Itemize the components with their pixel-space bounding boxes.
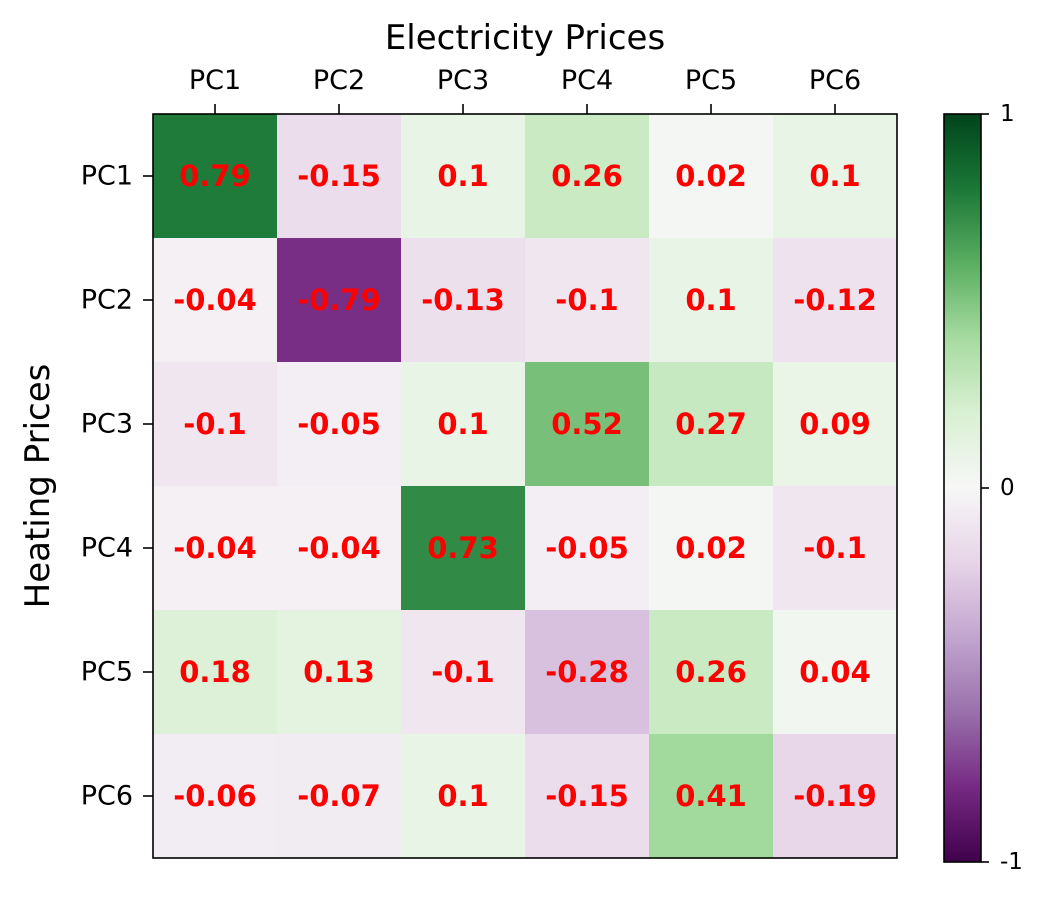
heatmap-cell <box>401 734 526 859</box>
heatmap-cell <box>277 362 402 487</box>
cell-value-label: -0.1 <box>803 531 866 565</box>
cell-value-label: 0.26 <box>551 159 623 193</box>
heatmap-cell <box>401 114 526 239</box>
colorbar-ticks: 1 0 -1 <box>981 101 1023 875</box>
heatmap-cell <box>649 734 774 859</box>
x-axis-ticks: PC1 PC2 PC3 PC4 PC5 PC6 <box>189 65 861 114</box>
y-axis-ticks: PC1 PC2 PC3 PC4 PC5 PC6 <box>81 161 153 812</box>
colorbar-tick-label: 0 <box>1000 475 1015 501</box>
colorbar <box>943 113 982 863</box>
heatmap-cell <box>401 238 526 363</box>
y-tick-label: PC2 <box>81 285 133 316</box>
cell-value-label: -0.12 <box>793 283 877 317</box>
cell-value-label: 0.41 <box>675 779 747 813</box>
heatmap-cell <box>773 734 898 859</box>
y-tick-label: PC4 <box>81 533 133 564</box>
x-axis-title: Electricity Prices <box>385 18 665 58</box>
cell-value-label: -0.1 <box>183 407 246 441</box>
heatmap-cells <box>153 114 898 859</box>
heatmap-cell <box>525 238 650 363</box>
heatmap-cell <box>773 114 898 239</box>
cell-value-label: 0.09 <box>799 407 871 441</box>
heatmap-cell <box>401 610 526 735</box>
y-tick-label: PC3 <box>81 409 133 440</box>
heatmap-cell <box>649 362 774 487</box>
x-tick-label: PC1 <box>189 65 241 96</box>
heatmap-cell <box>153 486 278 611</box>
heatmap-cell <box>401 362 526 487</box>
cell-value-label: 0.26 <box>675 655 747 689</box>
y-tick-label: PC6 <box>81 781 133 812</box>
plot-frame <box>152 113 898 859</box>
heatmap-cell <box>153 362 278 487</box>
cell-value-label: 0.1 <box>809 159 860 193</box>
y-tick-label: PC5 <box>81 657 133 688</box>
heatmap-cell <box>277 114 402 239</box>
heatmap-cell <box>277 486 402 611</box>
cell-value-label: -0.05 <box>297 407 381 441</box>
heatmap-cell <box>773 362 898 487</box>
heatmap-cell <box>277 610 402 735</box>
cell-value-label: 0.04 <box>799 655 871 689</box>
x-tick-label: PC3 <box>437 65 489 96</box>
cell-value-label: 0.1 <box>437 779 488 813</box>
heatmap-cell <box>773 486 898 611</box>
cell-value-label: -0.04 <box>297 531 381 565</box>
x-tick-label: PC4 <box>561 65 613 96</box>
y-axis-title: Heating Prices <box>18 364 58 609</box>
x-tick-label: PC5 <box>685 65 737 96</box>
heatmap-cell <box>525 486 650 611</box>
heatmap-cell <box>153 238 278 363</box>
cell-value-label: 0.1 <box>685 283 736 317</box>
heatmap-cell <box>649 486 774 611</box>
x-tick-label: PC2 <box>313 65 365 96</box>
heatmap-cell <box>153 734 278 859</box>
heatmap-cell <box>401 486 526 611</box>
colorbar-tick-label: -1 <box>1000 849 1023 875</box>
cell-value-label: 0.52 <box>551 407 623 441</box>
cell-value-label: -0.15 <box>297 159 381 193</box>
cell-value-label: 0.02 <box>675 531 747 565</box>
cell-value-label: -0.04 <box>173 283 257 317</box>
cell-value-label: -0.13 <box>421 283 505 317</box>
heatmap-cell <box>153 114 278 239</box>
y-tick-label: PC1 <box>81 161 133 192</box>
heatmap-cell <box>649 238 774 363</box>
cell-value-label: 0.27 <box>675 407 747 441</box>
cell-value-label: 0.79 <box>179 159 251 193</box>
colorbar-tick-label: 1 <box>1000 101 1015 127</box>
cell-value-label: -0.04 <box>173 531 257 565</box>
cell-value-label: 0.1 <box>437 407 488 441</box>
heatmap-cell <box>649 610 774 735</box>
heatmap-cell <box>277 734 402 859</box>
heatmap-cell <box>773 238 898 363</box>
cell-value-label: -0.05 <box>545 531 629 565</box>
cell-value-label: 0.18 <box>179 655 251 689</box>
heatmap-cell <box>773 610 898 735</box>
cell-value-label: 0.02 <box>675 159 747 193</box>
cell-value-label: -0.07 <box>297 779 381 813</box>
cell-value-label: 0.73 <box>427 531 499 565</box>
cell-value-label: 0.1 <box>437 159 488 193</box>
heatmap-cell <box>277 238 402 363</box>
heatmap-cell <box>525 362 650 487</box>
cell-value-label: -0.28 <box>545 655 629 689</box>
heatmap-cell <box>525 114 650 239</box>
cell-value-label: -0.19 <box>793 779 877 813</box>
cell-value-label: 0.13 <box>303 655 375 689</box>
heatmap-cell <box>525 734 650 859</box>
cell-value-label: -0.1 <box>555 283 618 317</box>
cell-value-label: -0.79 <box>297 283 381 317</box>
x-tick-label: PC6 <box>809 65 861 96</box>
heatmap-value-labels: 0.79 -0.15 0.1 0.26 0.02 0.1 -0.04 -0.79 -0.13 -0… <box>173 159 877 813</box>
cell-value-label: -0.06 <box>173 779 257 813</box>
heatmap-cell <box>525 610 650 735</box>
heatmap-cell <box>649 114 774 239</box>
cell-value-label: -0.15 <box>545 779 629 813</box>
heatmap-cell <box>153 610 278 735</box>
cell-value-label: -0.1 <box>431 655 494 689</box>
